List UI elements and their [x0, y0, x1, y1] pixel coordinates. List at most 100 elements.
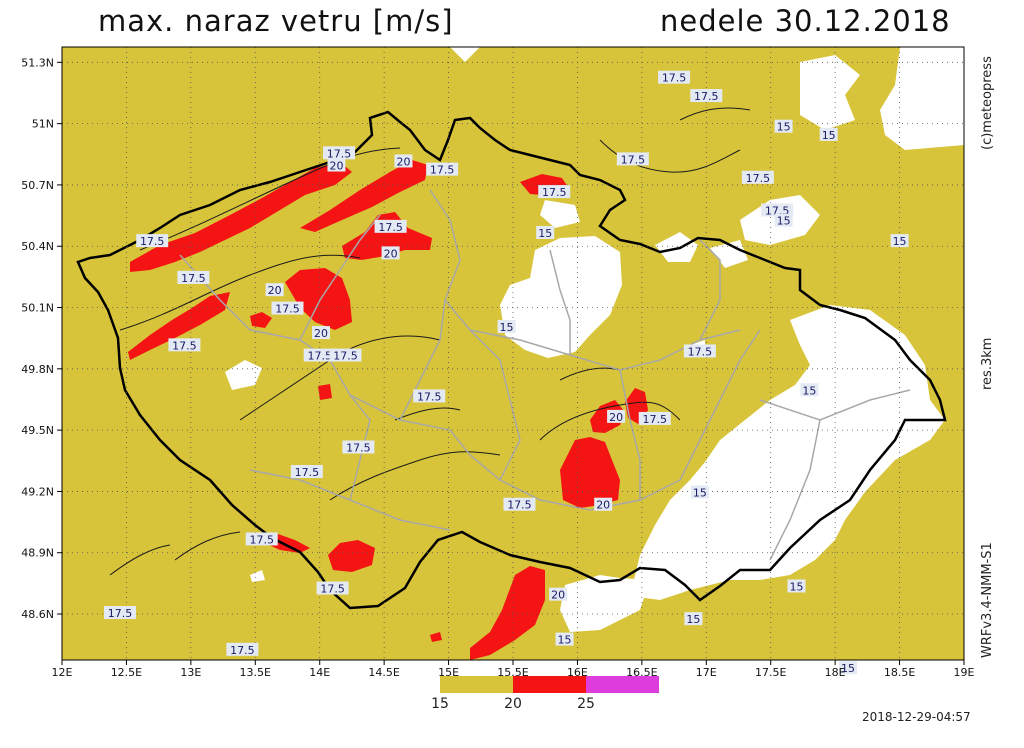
- y-tick-label: 48.6N: [21, 608, 54, 621]
- contour-label-box: [819, 127, 838, 141]
- contour-label: 15: [538, 227, 552, 240]
- contour-label: 20: [551, 589, 565, 602]
- contour-label: 17.5: [378, 221, 403, 234]
- contour-label: 15: [558, 634, 572, 647]
- contour-label: 20: [609, 411, 623, 424]
- y-tick-label: 50.7N: [21, 179, 54, 192]
- contour-label-box: [497, 319, 516, 333]
- x-tick-label: 13.5E: [240, 666, 271, 679]
- contour-label-box: [381, 246, 400, 260]
- run-timestamp: 2018-12-29-04:57: [862, 710, 971, 724]
- contour-label: 15: [893, 235, 907, 248]
- y-tick-label: 50.4N: [21, 240, 54, 253]
- contour-label-box: [374, 219, 407, 233]
- contour-label: 17.5: [249, 533, 274, 546]
- contour-label-box: [316, 581, 349, 595]
- legend-swatch: [513, 676, 586, 693]
- low-wind-areas: [225, 47, 964, 632]
- x-tick-label: 15.5E: [497, 666, 528, 679]
- legend-label: 25: [577, 696, 595, 712]
- contour-label-box: [774, 213, 793, 227]
- contour-label: 15: [822, 129, 836, 142]
- model-label: WRFv3.4-NMM-S1: [980, 542, 995, 658]
- contour-label-box: [312, 326, 331, 340]
- x-tick-label: 12.5E: [111, 666, 142, 679]
- contour-label: 15: [693, 486, 707, 499]
- contour-label-box: [616, 152, 649, 166]
- x-tick-label: 12E: [52, 666, 73, 679]
- contour-label-box: [327, 158, 346, 172]
- contour-label: 20: [396, 155, 410, 168]
- contour-label-box: [329, 348, 362, 362]
- contour-label-box: [555, 632, 574, 646]
- contour-label-box: [168, 338, 201, 352]
- legend-swatch: [586, 676, 659, 693]
- contour-label: 17.5: [642, 413, 667, 426]
- axes: 12E 12.5E 13E 13.5E 14E 14.5E 15E 15.5E 16E 16.5E…: [21, 56, 974, 679]
- contour-label-box: [774, 119, 793, 133]
- contour-label-box: [684, 612, 703, 626]
- contour-label: 20: [329, 160, 343, 173]
- district-boundaries: [179, 189, 911, 561]
- contour-label-box: [177, 270, 210, 284]
- y-tick-label: 51.3N: [21, 56, 54, 69]
- y-tick-label: 49.2N: [21, 485, 54, 498]
- contour-label-box: [690, 89, 723, 103]
- contour-label: 17.5: [140, 235, 165, 248]
- resolution-label: res.3km: [980, 337, 995, 390]
- contour-label: 15: [841, 662, 855, 675]
- contour-label: 17.5: [621, 153, 646, 166]
- contour-label-box: [658, 70, 691, 84]
- contour-label-box: [245, 532, 278, 546]
- y-tick-label: 51N: [32, 118, 54, 131]
- contour-label: 17.5: [108, 607, 133, 620]
- contour-label-box: [413, 389, 446, 403]
- contour-label-box: [103, 606, 136, 620]
- contour-label-box: [741, 170, 774, 184]
- contour-label-box: [800, 383, 819, 397]
- contour-label: 17.5: [417, 390, 442, 403]
- contour-label-box: [761, 203, 794, 217]
- contour-label-box: [265, 283, 284, 297]
- contour-label: 17.5: [694, 90, 719, 103]
- legend-label: 20: [504, 696, 522, 712]
- contour-label: 17.5: [333, 350, 358, 363]
- contour-label-box: [290, 465, 323, 479]
- contour-label-box: [594, 497, 613, 511]
- contour-label-box: [226, 642, 259, 656]
- contour-label-box: [303, 348, 336, 362]
- x-tick-label: 18E: [825, 666, 846, 679]
- x-tick-label: 15E: [438, 666, 459, 679]
- contour-label-box: [426, 162, 459, 176]
- map-title: max. naraz vetru [m/s]: [98, 4, 454, 38]
- contour-label: 17.5: [346, 442, 371, 455]
- y-tick-label: 49.5N: [21, 424, 54, 437]
- contour-label-box: [839, 661, 858, 675]
- x-tick-label: 16E: [567, 666, 588, 679]
- contour-label-box: [394, 154, 413, 168]
- y-tick-label: 48.9N: [21, 547, 54, 560]
- contour-label: 17.5: [181, 272, 206, 285]
- contour-label-box: [536, 225, 555, 239]
- x-tick-label: 13E: [180, 666, 201, 679]
- contour-label-box: [549, 587, 568, 601]
- contour-label-box: [638, 411, 671, 425]
- contour-label: 20: [268, 284, 282, 297]
- contour-label: 20: [596, 499, 610, 512]
- map-date: nedele 30.12.2018: [660, 4, 951, 38]
- contour-label-box: [787, 579, 806, 593]
- contour-label: 15: [777, 215, 791, 228]
- contour-label-box: [323, 146, 356, 160]
- x-tick-label: 16.5E: [626, 666, 657, 679]
- contour-label: 17.5: [430, 164, 455, 177]
- contour-label: 15: [802, 384, 816, 397]
- contour-label: 17.5: [327, 147, 352, 160]
- contour-label-box: [607, 409, 626, 423]
- contour-label: 17.5: [746, 172, 771, 185]
- contour-label: 17.5: [507, 499, 532, 512]
- color-legend: 15 20 25: [431, 676, 659, 712]
- legend-swatch: [440, 676, 513, 693]
- contour-label-box: [271, 301, 304, 315]
